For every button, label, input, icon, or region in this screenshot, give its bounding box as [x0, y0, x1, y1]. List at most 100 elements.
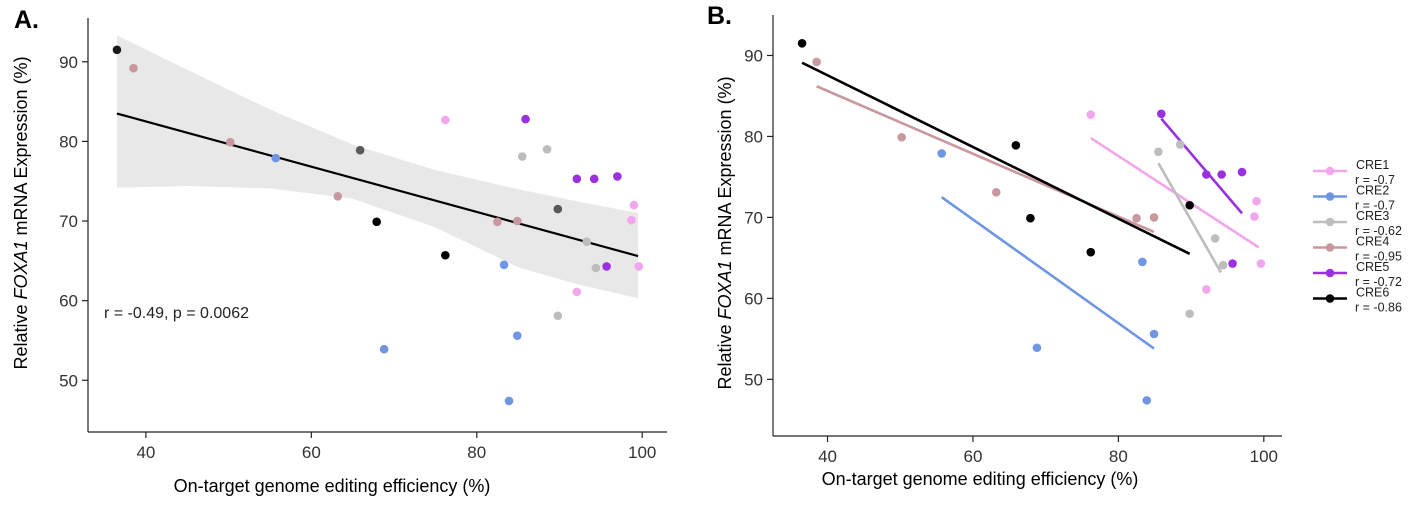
data-point — [589, 174, 599, 184]
correlation-annotation: r = -0.49, p = 0.0062 — [104, 305, 249, 322]
confidence-band — [116, 35, 639, 299]
y-axis-ticks: 50 60 70 80 90 — [744, 46, 773, 389]
data-point — [504, 396, 514, 406]
y-tick-label: 90 — [59, 53, 78, 72]
data-point — [517, 152, 527, 161]
x-tick-label: 100 — [628, 443, 656, 462]
data-point-cre3 — [1218, 260, 1228, 270]
data-point — [553, 204, 563, 214]
x-tick-label: 80 — [467, 443, 486, 462]
data-point-cre6 — [1185, 200, 1194, 210]
y-tick-label: 80 — [744, 127, 763, 146]
x-tick-label: 60 — [964, 447, 983, 466]
data-point-cre3 — [1154, 147, 1163, 157]
legend-correlation: r = -0.86 — [1355, 301, 1402, 315]
regression-line-cre3 — [1157, 162, 1223, 274]
legend-correlation: r = -0.7 — [1355, 173, 1395, 187]
data-point-cre2 — [1032, 343, 1042, 353]
data-point-cre4 — [897, 132, 907, 142]
y-tick-label: 60 — [59, 292, 78, 311]
data-point-cre3 — [1175, 140, 1185, 149]
legend-swatch-dot — [1325, 243, 1335, 252]
regression-line-cre2 — [940, 196, 1155, 350]
data-point — [613, 172, 622, 181]
regression-line — [116, 112, 639, 258]
y-tick-label: 50 — [744, 370, 763, 389]
x-axis-ticks: 40 60 80 100 — [818, 436, 1278, 466]
data-point-cre2 — [937, 149, 946, 158]
regression-lines — [801, 61, 1260, 350]
data-point — [602, 262, 611, 271]
legend-label: CRE3 — [1356, 209, 1389, 223]
y-tick-label: 80 — [59, 132, 78, 151]
data-point-cre5 — [1202, 170, 1211, 179]
x-tick-label: 40 — [818, 447, 837, 466]
data-point — [553, 311, 563, 321]
legend-label: CRE4 — [1356, 235, 1389, 249]
data-point-cre6 — [797, 39, 807, 48]
data-points — [797, 39, 1266, 405]
y-tick-label: 60 — [744, 289, 763, 308]
data-point-cre1 — [1202, 285, 1211, 294]
data-point-cre6 — [1086, 247, 1096, 257]
data-point-cre3 — [1185, 309, 1194, 319]
legend-correlation: r = -0.7 — [1355, 199, 1395, 213]
y-axis-title: Relative FOXA1 mRNA Expression (%) — [11, 56, 31, 369]
x-tick-label: 100 — [1250, 447, 1278, 466]
y-tick-label: 90 — [744, 46, 763, 65]
data-point — [582, 237, 592, 247]
regression-line-cre6 — [801, 61, 1191, 256]
legend-correlation: r = -0.72 — [1355, 275, 1402, 289]
data-point-cre2 — [1138, 257, 1147, 267]
y-axis-ticks: 50 60 70 80 90 — [59, 53, 88, 390]
legend-label: CRE1 — [1356, 158, 1389, 172]
legend-swatch-dot — [1325, 294, 1335, 303]
data-point-cre5 — [1237, 167, 1247, 177]
data-point — [499, 260, 509, 270]
data-point — [441, 250, 450, 260]
legend-swatch-dot — [1325, 217, 1335, 227]
data-point-cre5 — [1156, 109, 1166, 119]
x-axis-title: On-target genome editing efficiency (%) — [822, 469, 1139, 489]
panel-a-chart: A. 50 60 70 80 90 40 60 80 100 r = -0.49, p = 0… — [11, 6, 667, 496]
legend-label: CRE5 — [1356, 260, 1389, 274]
legend-label: CRE2 — [1356, 184, 1389, 198]
regression-line-cre5 — [1160, 117, 1243, 215]
legend-swatch-dot — [1325, 166, 1335, 176]
data-point — [542, 145, 552, 154]
y-tick-label: 70 — [59, 212, 78, 231]
data-point-cre1 — [1086, 110, 1096, 119]
legend-swatch-dot — [1325, 192, 1335, 201]
data-point-cre4 — [991, 188, 1001, 197]
x-axis-ticks: 40 60 80 100 — [136, 432, 656, 462]
y-tick-label: 70 — [744, 208, 763, 227]
data-point-cre1 — [1250, 212, 1259, 221]
x-axis-title: On-target genome editing efficiency (%) — [174, 476, 491, 496]
data-point-cre1 — [1252, 196, 1261, 206]
data-point — [512, 331, 522, 340]
x-tick-label: 60 — [302, 443, 321, 462]
data-point — [591, 263, 601, 273]
data-point-cre4 — [812, 57, 821, 67]
data-point-cre1 — [1256, 259, 1266, 268]
panel-a-letter: A. — [14, 6, 39, 34]
data-point — [634, 262, 644, 271]
data-point-cre4 — [1149, 213, 1159, 222]
data-point — [493, 217, 502, 227]
data-point — [372, 217, 381, 227]
data-point — [112, 45, 122, 55]
data-point — [627, 215, 636, 225]
data-point-cre2 — [1149, 329, 1159, 339]
data-point — [333, 192, 343, 201]
data-point — [355, 145, 365, 155]
data-point — [379, 344, 389, 354]
data-point — [512, 216, 522, 226]
